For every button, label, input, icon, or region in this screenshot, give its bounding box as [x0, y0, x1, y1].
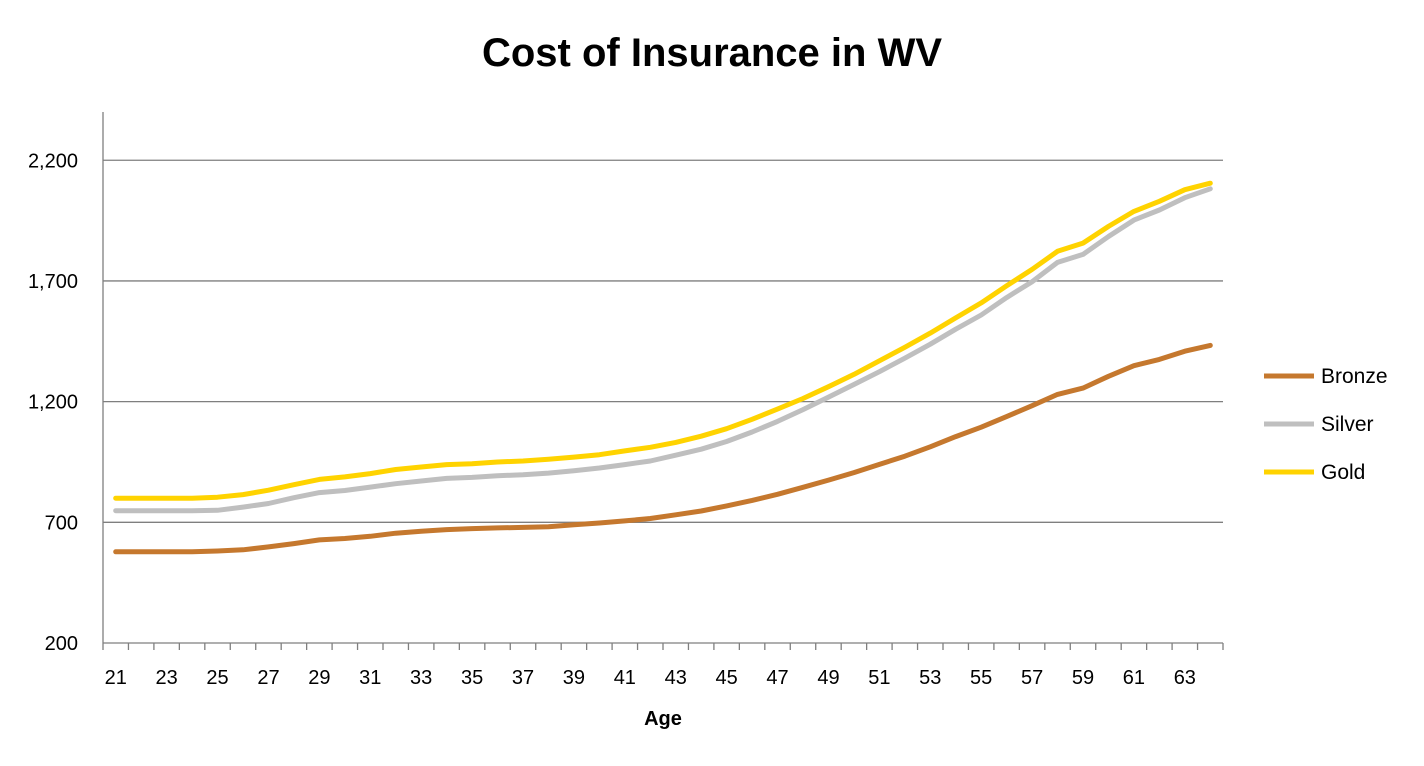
- series-line-silver: [113, 186, 1213, 514]
- x-axis-label: Age: [644, 708, 682, 730]
- y-tick-label: 1,700: [28, 271, 78, 293]
- series-lines: [113, 180, 1213, 555]
- x-tick-label: 61: [1123, 667, 1145, 689]
- gridlines: [103, 159, 1223, 523]
- x-tick-label: 45: [716, 667, 738, 689]
- y-tick-label: 700: [45, 512, 78, 534]
- legend: Bronze Silver Gold: [1264, 365, 1388, 484]
- legend-label-gold: Gold: [1321, 461, 1365, 484]
- y-tick-label: 2,200: [28, 150, 78, 172]
- y-axis-ticks: 200 700 1,200 1,700 2,200: [28, 150, 78, 655]
- x-tick-label: 21: [105, 667, 127, 689]
- legend-label-bronze: Bronze: [1321, 365, 1388, 388]
- x-axis-ticks: 21 23 25 27 29 31 33 35 37 39 41 43 45 47 49 51 53 55 57 59…: [105, 667, 1196, 689]
- x-tick-label: 23: [156, 667, 178, 689]
- x-tick-label: 35: [461, 667, 483, 689]
- x-tick-label: 57: [1021, 667, 1043, 689]
- x-tick-label: 29: [308, 667, 330, 689]
- x-tick-label: 55: [970, 667, 992, 689]
- x-tick-label: 43: [665, 667, 687, 689]
- x-tick-label: 31: [359, 667, 381, 689]
- series-line-bronze: [113, 342, 1213, 555]
- legend-label-silver: Silver: [1321, 413, 1374, 436]
- axes: [102, 112, 1224, 650]
- chart-title: Cost of Insurance in WV: [482, 31, 942, 75]
- y-tick-label: 1,200: [28, 392, 78, 414]
- x-tick-label: 53: [919, 667, 941, 689]
- x-tick-label: 25: [206, 667, 228, 689]
- x-tick-label: 39: [563, 667, 585, 689]
- x-tick-label: 27: [257, 667, 279, 689]
- x-tick-label: 59: [1072, 667, 1094, 689]
- x-tick-label: 51: [868, 667, 890, 689]
- x-tick-label: 41: [614, 667, 636, 689]
- series-line-gold: [113, 180, 1213, 501]
- x-tick-label: 47: [766, 667, 788, 689]
- y-tick-label: 200: [45, 633, 78, 655]
- x-tick-label: 63: [1174, 667, 1196, 689]
- x-tick-label: 49: [817, 667, 839, 689]
- x-tick-label: 33: [410, 667, 432, 689]
- x-tick-label: 37: [512, 667, 534, 689]
